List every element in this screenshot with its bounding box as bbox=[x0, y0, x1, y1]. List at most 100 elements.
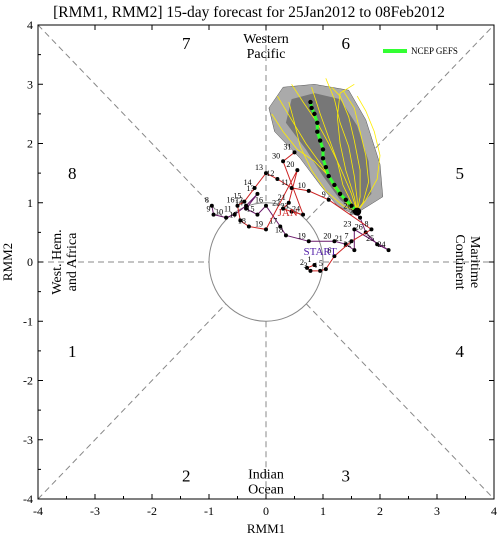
observed-day-label: 13 bbox=[255, 163, 263, 172]
observed-point bbox=[235, 203, 240, 208]
forecast-mean-point bbox=[323, 165, 329, 170]
ensemble-member-line bbox=[325, 78, 358, 212]
phase-label: 4 bbox=[456, 342, 465, 361]
observed-point bbox=[305, 265, 310, 270]
grid-diagonal bbox=[37, 24, 227, 221]
unit-circle bbox=[208, 202, 324, 322]
observed-day-label: 9 bbox=[207, 205, 211, 214]
ensemble-member-line bbox=[331, 86, 361, 212]
observed-day-label: 11 bbox=[281, 178, 289, 187]
forecast-mean-point bbox=[332, 182, 337, 188]
region-label-line: Ocean bbox=[248, 483, 284, 498]
y-tick-label: 0 bbox=[27, 255, 33, 269]
region-label-line: Continent bbox=[452, 234, 467, 289]
ensemble-member-line bbox=[288, 101, 358, 212]
x-axis-label: RMM1 bbox=[247, 521, 285, 536]
region-label-line: and Africa bbox=[65, 232, 80, 291]
observed-day-label: 15 bbox=[233, 192, 241, 201]
observed-day-label: 17 bbox=[269, 216, 277, 225]
observed-point bbox=[242, 199, 247, 204]
observed-day-label: 30 bbox=[272, 151, 280, 160]
observed-point bbox=[301, 212, 306, 217]
observed-point bbox=[323, 267, 328, 272]
observed-point bbox=[246, 224, 251, 229]
forecast-mean-point bbox=[326, 173, 331, 179]
forecast-start-point bbox=[353, 207, 362, 216]
observed-point bbox=[308, 268, 313, 273]
observed-point bbox=[295, 168, 300, 173]
x-tick-label: 4 bbox=[491, 504, 497, 518]
region-label: West. Hem. and Africa bbox=[50, 229, 80, 294]
x-tick-label: -2 bbox=[147, 504, 157, 518]
observed-point bbox=[352, 227, 357, 232]
observed-point bbox=[244, 203, 249, 208]
forecast-mean-point bbox=[308, 99, 313, 105]
y-tick-label: -1 bbox=[23, 314, 33, 328]
x-tick-label: 2 bbox=[377, 504, 383, 518]
x-tick-label: -1 bbox=[204, 504, 214, 518]
observed-point bbox=[306, 188, 311, 193]
observed-day-label: 21 bbox=[278, 193, 286, 202]
y-tick-label: -4 bbox=[23, 492, 33, 506]
observed-point bbox=[281, 206, 286, 211]
observed-day-label: 15 bbox=[246, 205, 254, 214]
observed-point bbox=[318, 268, 323, 273]
observed-day-label: 13 bbox=[246, 184, 254, 193]
phase-label: 2 bbox=[182, 466, 191, 485]
observed-day-label: 19 bbox=[298, 231, 306, 240]
region-label-line: West. Hem. bbox=[50, 229, 65, 294]
observed-point bbox=[375, 242, 380, 247]
grid-diagonal bbox=[305, 303, 495, 500]
observed-point bbox=[306, 239, 311, 244]
observed-day-label: 24 bbox=[378, 240, 386, 249]
region-label-line: Maritime bbox=[467, 236, 482, 288]
chart-title: [RMM1, RMM2] 15-day forecast for 25Jan20… bbox=[53, 4, 445, 21]
forecast-mean-point bbox=[315, 129, 320, 134]
y-tick-label: 4 bbox=[27, 18, 33, 32]
x-tick-label: -3 bbox=[90, 504, 100, 518]
observed-point bbox=[255, 212, 260, 217]
y-tick-label: 3 bbox=[27, 77, 33, 91]
phase-label: 1 bbox=[68, 342, 77, 361]
phase-label: 6 bbox=[342, 34, 351, 53]
track-annotation: JAN bbox=[278, 207, 298, 219]
observed-point bbox=[252, 185, 257, 190]
observed-day-label: 1 bbox=[307, 255, 311, 264]
x-tick-label: 1 bbox=[320, 504, 326, 518]
forecast-mean-point bbox=[309, 105, 314, 111]
observed-day-label: 28 bbox=[343, 202, 351, 211]
observed-point bbox=[211, 212, 216, 217]
observed-day-label: 20 bbox=[286, 160, 294, 169]
forecast-mean-point bbox=[312, 111, 317, 117]
observed-day-label: 10 bbox=[215, 208, 223, 217]
ensemble-member-line bbox=[277, 95, 358, 212]
observed-point bbox=[332, 254, 337, 259]
observed-day-label: 14 bbox=[235, 199, 243, 208]
ensemble-member-line bbox=[342, 89, 370, 212]
observed-day-label: 14 bbox=[244, 178, 252, 187]
region-label-line: Pacific bbox=[247, 47, 286, 62]
observed-day-label: 4 bbox=[313, 261, 317, 270]
observed-point bbox=[244, 206, 249, 211]
observed-day-label: 2 bbox=[300, 258, 304, 267]
observed-point bbox=[264, 203, 268, 208]
observed-point bbox=[286, 200, 291, 205]
forecast-mean-point bbox=[320, 147, 326, 152]
observed-day-label: 22 bbox=[272, 199, 280, 208]
observed-point bbox=[278, 224, 283, 229]
x-tick-label: 0 bbox=[263, 504, 269, 518]
observed-day-label: 20 bbox=[323, 231, 331, 240]
phase-label: 8 bbox=[68, 164, 77, 183]
ensemble-member-line bbox=[356, 95, 381, 212]
observed-day-label: 7 bbox=[345, 231, 349, 240]
observed-day-label: 23 bbox=[281, 202, 289, 211]
observed-point bbox=[349, 239, 354, 244]
observed-day-label: 3 bbox=[303, 261, 307, 270]
grid-diagonal bbox=[37, 303, 227, 500]
y-axis-label: RMM2 bbox=[0, 243, 15, 281]
observed-day-label: 17 bbox=[229, 211, 237, 220]
observed-point bbox=[369, 227, 374, 232]
